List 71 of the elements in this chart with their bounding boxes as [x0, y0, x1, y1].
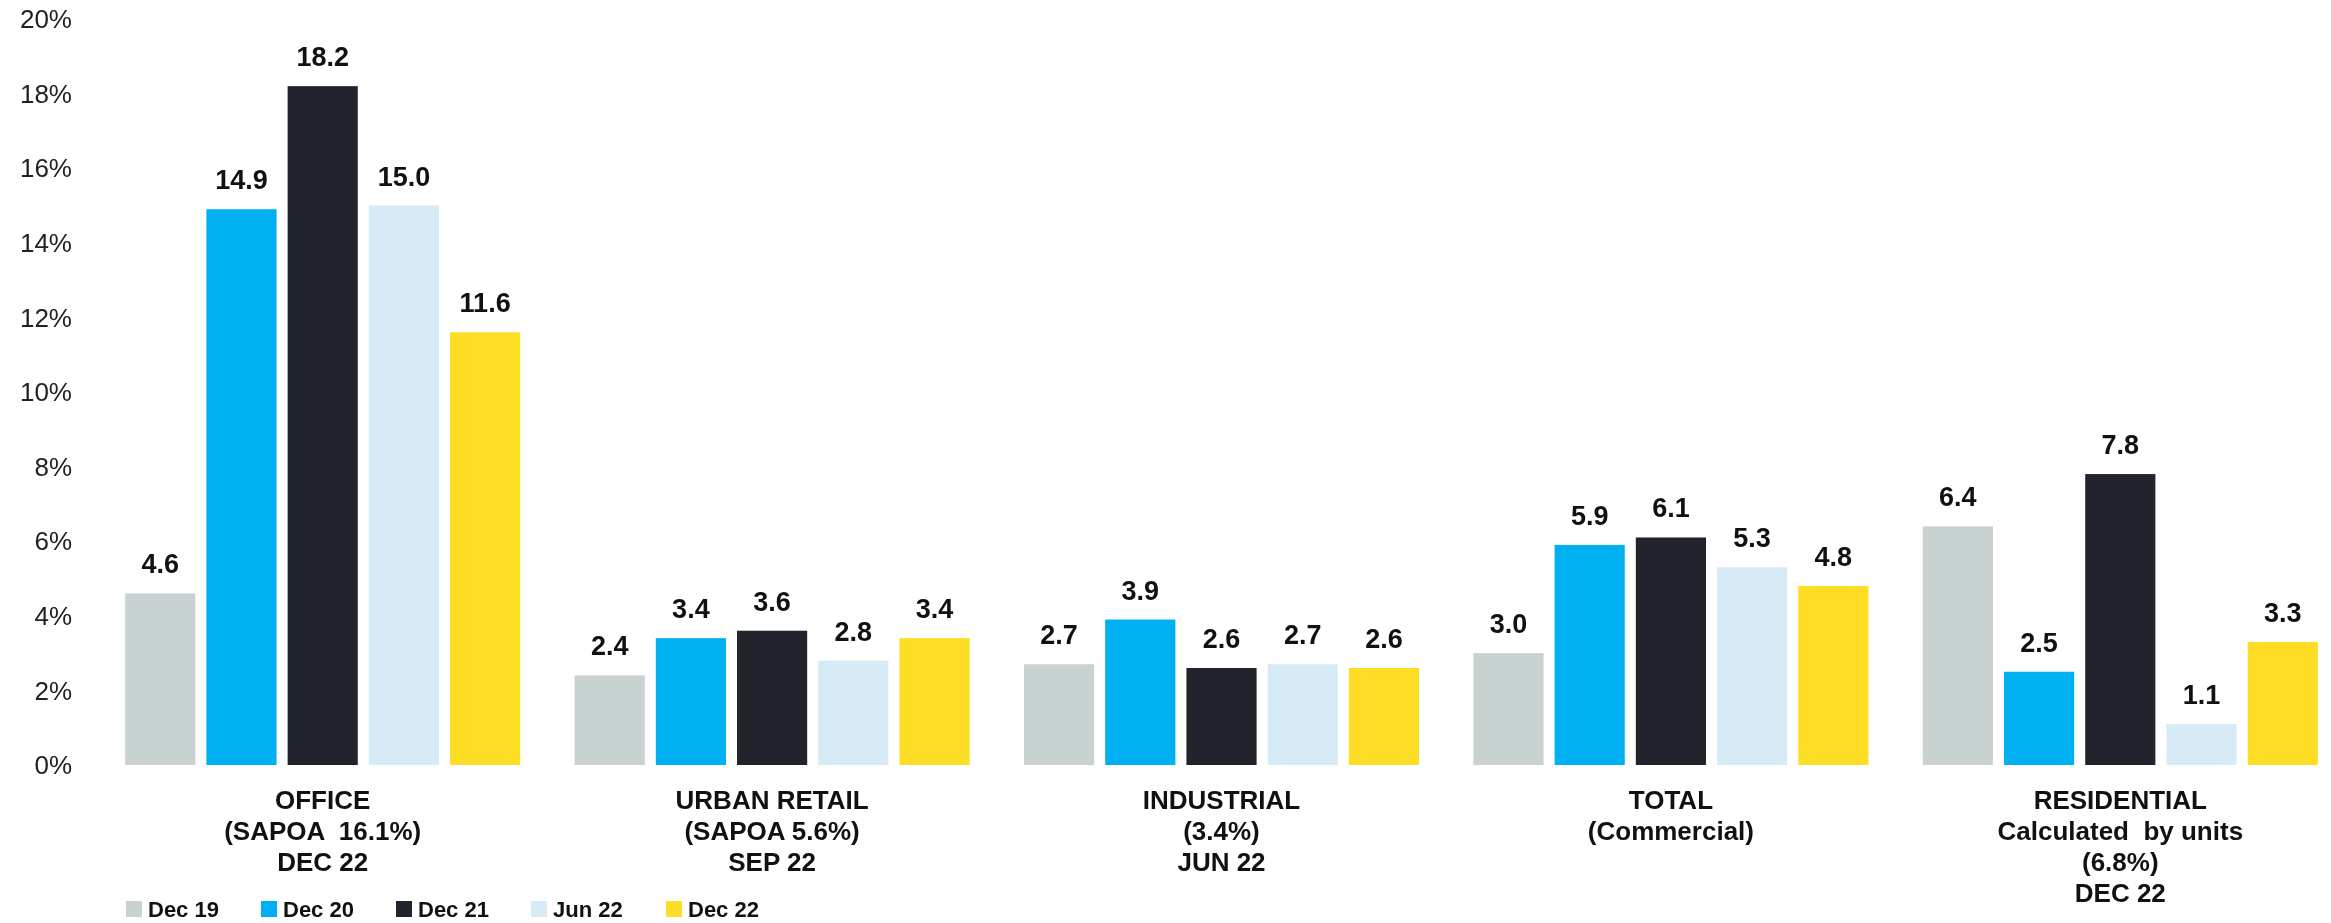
x-tick-label: INDUSTRIAL (3.4%) JUN 22: [1142, 785, 1301, 877]
bar: [2166, 723, 2237, 765]
bar: [899, 638, 970, 765]
bar: [1105, 619, 1176, 765]
data-label: 11.6: [459, 288, 511, 319]
bar: [1922, 526, 1993, 765]
y-tick-label: 18%: [19, 78, 72, 109]
data-label: 3.4: [915, 594, 954, 625]
data-label: 2.7: [1283, 620, 1322, 651]
legend-label: Dec 20: [283, 896, 354, 922]
x-tick-label: RESIDENTIAL Calculated by units (6.8%) DEC 22: [1997, 785, 2244, 908]
bar: [1186, 668, 1257, 765]
bar: [1267, 664, 1338, 765]
data-label: 7.8: [2101, 430, 2140, 461]
bar: [368, 205, 439, 765]
data-label: 2.8: [834, 616, 873, 647]
data-label: 6.1: [1652, 493, 1690, 524]
bar: [574, 675, 645, 765]
data-label: 3.0: [1489, 609, 1528, 640]
bar: [1023, 664, 1095, 765]
data-label: 2.7: [1040, 620, 1078, 651]
y-tick-label: 8%: [34, 451, 72, 482]
data-label: 5.9: [1570, 500, 1609, 531]
bar: [125, 593, 196, 765]
bar: [1635, 537, 1706, 765]
legend-label: Dec 19: [148, 896, 219, 922]
y-tick-label: 10%: [19, 377, 72, 408]
y-tick-label: 16%: [19, 153, 72, 184]
data-label: 3.3: [2263, 597, 2302, 628]
data-label: 3.4: [672, 594, 710, 625]
bar: [2085, 474, 2156, 765]
bar: [1798, 585, 1869, 765]
bar: [655, 638, 726, 765]
bar: [2004, 671, 2075, 765]
x-tick-label: URBAN RETAIL (SAPOA 5.6%) SEP 22: [675, 785, 869, 877]
legend-label: Jun 22: [553, 896, 623, 922]
data-label: 1.1: [2182, 679, 2221, 710]
bar: [206, 209, 277, 765]
data-label: 2.6: [1365, 624, 1403, 655]
y-tick-label: 2%: [34, 675, 72, 706]
bar: [450, 332, 521, 765]
bar: [1554, 544, 1625, 765]
data-label: 2.5: [2020, 627, 2058, 658]
bar: [2247, 641, 2318, 765]
data-label: 4.6: [141, 549, 180, 580]
y-tick-label: 14%: [19, 227, 72, 258]
bar: [1473, 653, 1544, 765]
data-label: 15.0: [377, 161, 431, 192]
data-label: 2.4: [590, 631, 629, 662]
x-tick-label: TOTAL (Commercial): [1587, 785, 1754, 846]
data-label: 3.6: [753, 586, 791, 617]
data-label: 6.4: [1939, 482, 1977, 513]
y-tick-label: 0%: [34, 750, 72, 781]
bar: [818, 660, 889, 765]
data-label: 18.2: [296, 42, 349, 73]
y-tick-label: 12%: [19, 302, 72, 333]
bar: [287, 86, 358, 765]
y-tick-label: 4%: [34, 600, 72, 631]
data-label: 2.6: [1202, 624, 1241, 655]
data-label: 4.8: [1814, 541, 1853, 572]
y-tick-label: 6%: [34, 526, 72, 557]
x-tick-label: OFFICE (SAPOA 16.1%) DEC 22: [224, 785, 422, 877]
data-label: 14.9: [215, 165, 268, 196]
data-label: 3.9: [1121, 575, 1160, 606]
bar: [1348, 668, 1420, 765]
y-tick-label: 20%: [19, 4, 72, 35]
bar: [737, 630, 808, 765]
bar: [1717, 567, 1788, 765]
legend-label: Dec 21: [418, 896, 489, 922]
legend-label: Dec 22: [688, 896, 759, 922]
data-label: 5.3: [1733, 523, 1771, 554]
